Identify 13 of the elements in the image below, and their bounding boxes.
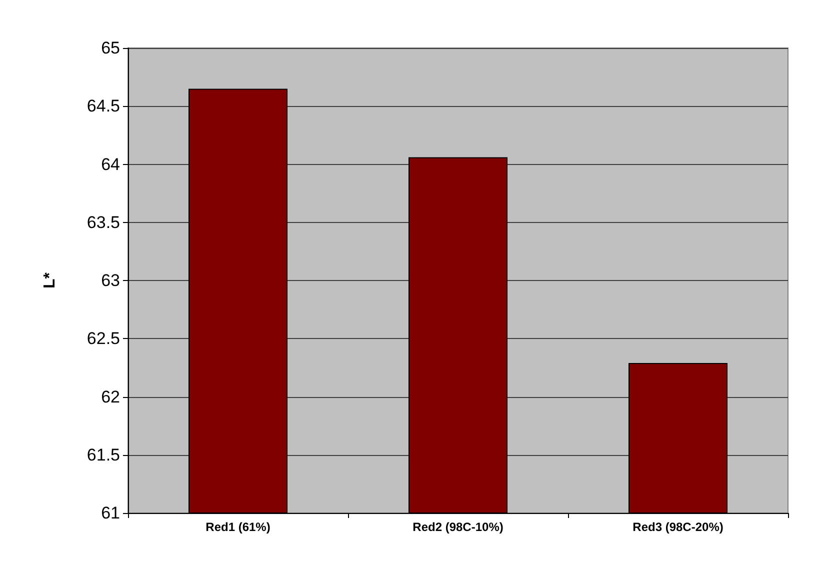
y-tick-label: 61.5 [86,445,120,464]
y-axis-title: L* [42,272,58,288]
x-tick-label: Red3 (98C-20%) [632,520,724,534]
y-tick-label: 64 [101,154,120,174]
y-tick-label: 64.5 [86,96,120,116]
y-tick-label: 62.5 [86,329,120,348]
y-tick-label: 63.5 [86,212,120,232]
x-tick-label: Red1 (61%) [206,520,270,534]
x-tick-label: Red2 (98C-10%) [412,520,504,534]
y-tick-label: 65 [101,38,120,58]
y-tick-label: 62 [101,387,120,406]
y-tick-label: 61 [101,504,120,522]
y-tick-label: 63 [101,271,120,290]
